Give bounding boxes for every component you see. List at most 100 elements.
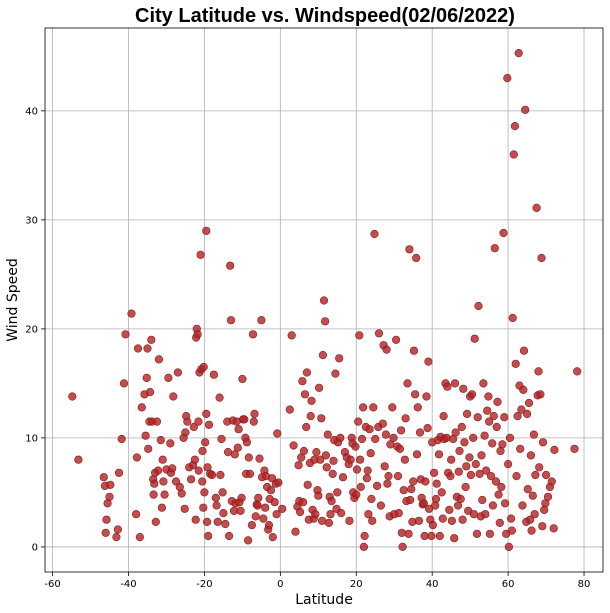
data-point (352, 490, 361, 499)
data-point (380, 462, 389, 471)
plot-frame (44, 27, 604, 573)
data-point (427, 531, 436, 541)
data-point (270, 498, 279, 507)
data-point (479, 379, 488, 388)
data-point (462, 462, 471, 471)
data-point (485, 529, 495, 538)
data-point (321, 451, 331, 460)
data-point (173, 368, 182, 377)
data-point (217, 434, 226, 444)
data-point (411, 390, 420, 399)
data-point (190, 455, 199, 464)
data-point (193, 330, 202, 339)
data-point (296, 507, 305, 517)
data-point (132, 453, 141, 462)
data-point (215, 393, 224, 402)
data-point (437, 488, 446, 497)
data-point (200, 488, 209, 497)
data-point (272, 510, 281, 519)
data-point (117, 434, 126, 444)
data-point (532, 203, 541, 212)
data-point (407, 485, 416, 494)
data-point (374, 329, 384, 338)
data-point (253, 501, 262, 510)
data-point (247, 520, 256, 530)
data-point (311, 510, 320, 519)
data-point (244, 453, 253, 462)
data-point (181, 428, 190, 437)
data-point (199, 503, 208, 512)
data-point (378, 419, 387, 428)
data-point (521, 105, 530, 114)
data-point (368, 516, 377, 525)
data-point (477, 451, 486, 460)
data-point (327, 497, 336, 506)
data-point (150, 479, 159, 488)
data-point (365, 425, 374, 434)
data-point (470, 334, 479, 343)
data-point (249, 417, 258, 426)
data-point (127, 309, 136, 318)
data-point (119, 379, 129, 388)
data-point (355, 331, 364, 340)
data-point (182, 412, 191, 421)
data-point (422, 392, 431, 401)
data-point (168, 464, 177, 473)
data-point (458, 515, 467, 524)
data-point (478, 495, 487, 505)
data-point (351, 442, 360, 451)
data-point (329, 456, 338, 465)
axis-ticks: -60 -40 -20 0 20 40 60 80 0 10 20 30 40 (25, 106, 590, 590)
data-point (443, 382, 452, 391)
data-point (394, 508, 403, 518)
data-point (447, 455, 456, 464)
data-point (366, 449, 375, 458)
data-point (236, 506, 245, 516)
data-point (187, 475, 196, 484)
data-point (312, 448, 321, 457)
data-point (146, 388, 155, 397)
data-point (166, 439, 175, 448)
data-point (529, 430, 539, 439)
data-point (359, 542, 369, 552)
data-point (354, 417, 363, 426)
data-point (455, 446, 464, 456)
data-point (509, 150, 518, 159)
data-point (112, 532, 121, 542)
x-tick-label: 60 (502, 579, 515, 590)
data-point (401, 414, 410, 423)
data-point (381, 430, 391, 439)
data-point (250, 409, 259, 419)
data-point (141, 431, 150, 440)
data-point (389, 433, 398, 443)
data-point (202, 226, 211, 235)
data-point (194, 466, 203, 475)
data-point (504, 460, 513, 469)
data-point (525, 515, 535, 524)
data-point (400, 455, 410, 464)
data-point (194, 417, 203, 426)
data-point (376, 501, 386, 510)
data-point (147, 335, 156, 344)
data-point (113, 525, 122, 534)
data-point (151, 517, 160, 527)
data-point (326, 510, 335, 519)
data-point (159, 477, 168, 486)
data-point (432, 479, 441, 488)
x-axis-title: Latitude (295, 592, 353, 608)
data-point (244, 536, 253, 545)
data-point (570, 444, 579, 453)
data-point (388, 403, 397, 412)
data-point (213, 517, 222, 527)
data-point (446, 472, 455, 481)
data-point (454, 467, 463, 476)
data-point (254, 493, 263, 503)
data-point (430, 468, 439, 477)
data-point (505, 433, 515, 443)
chart-title: City Latitude vs. Windspeed(02/06/2022) (135, 5, 515, 27)
data-point (298, 377, 307, 386)
data-point (242, 438, 251, 447)
data-point (474, 301, 483, 311)
data-point (434, 450, 444, 459)
data-point (419, 499, 428, 508)
